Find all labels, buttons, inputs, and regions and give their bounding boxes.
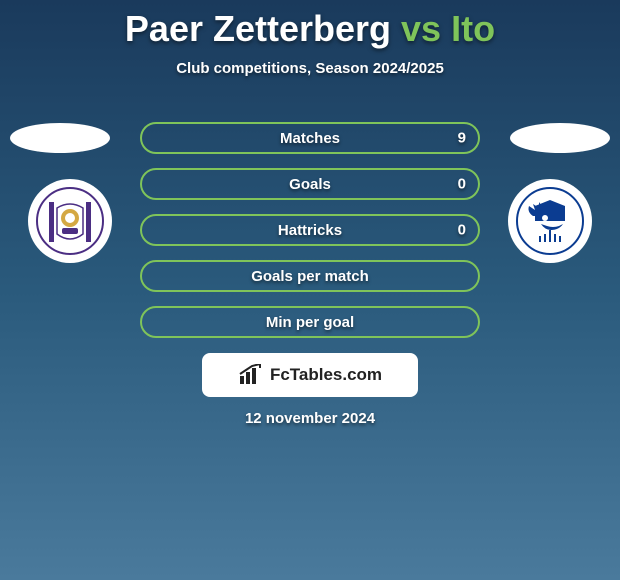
page-title: Paer Zetterberg vs Ito (0, 0, 620, 50)
anderlecht-crest-icon (35, 186, 105, 256)
branding-text: FcTables.com (270, 365, 382, 385)
stat-label: Matches (280, 130, 340, 147)
stat-row-matches: Matches 9 (140, 122, 480, 154)
club-logo-right (508, 179, 592, 263)
stat-right-value: 0 (458, 176, 466, 193)
stat-right-value: 0 (458, 222, 466, 239)
stat-row-goals: Goals 0 (140, 168, 480, 200)
player1-name: Paer Zetterberg (125, 8, 391, 49)
stat-label: Hattricks (278, 222, 342, 239)
stat-right-value: 9 (458, 130, 466, 147)
gent-crest-icon (515, 186, 585, 256)
subtitle: Club competitions, Season 2024/2025 (0, 60, 620, 77)
club-logo-left (28, 179, 112, 263)
bar-chart-icon (238, 364, 264, 386)
player2-avatar (510, 123, 610, 153)
stat-label: Min per goal (266, 314, 354, 331)
stat-label: Goals per match (251, 268, 369, 285)
stats-panel: Matches 9 Goals 0 Hattricks 0 Goals per … (140, 122, 480, 352)
stat-row-min-per-goal: Min per goal (140, 306, 480, 338)
stat-row-goals-per-match: Goals per match (140, 260, 480, 292)
date-label: 12 november 2024 (0, 410, 620, 427)
player2-name: Ito (451, 8, 495, 49)
branding-badge: FcTables.com (202, 353, 418, 397)
stat-label: Goals (289, 176, 331, 193)
player1-avatar (10, 123, 110, 153)
vs-label: vs (401, 8, 441, 49)
stat-row-hattricks: Hattricks 0 (140, 214, 480, 246)
